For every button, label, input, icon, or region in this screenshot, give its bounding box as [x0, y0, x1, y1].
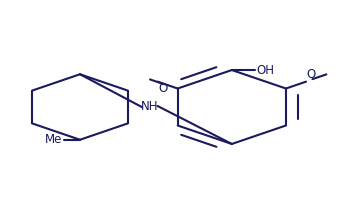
Text: O: O — [158, 82, 167, 95]
Text: Me: Me — [45, 133, 63, 146]
Text: OH: OH — [257, 64, 275, 77]
Text: NH: NH — [141, 101, 158, 113]
Text: O: O — [307, 68, 316, 81]
